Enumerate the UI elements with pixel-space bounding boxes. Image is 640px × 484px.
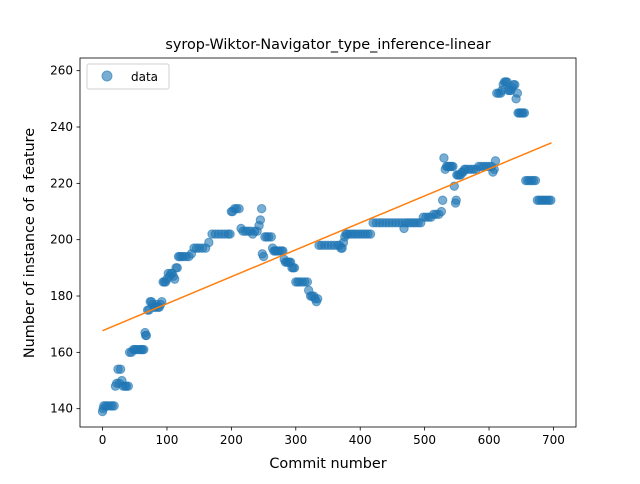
x-tick-label: 500 [413,433,436,447]
chart-title: syrop-Wiktor-Navigator_type_inference-li… [165,37,490,53]
x-axis-label: Commit number [269,456,386,472]
data-point [519,108,530,118]
data-point [510,80,520,90]
data-point [225,229,235,239]
data-point [289,263,300,273]
data-point [437,195,448,205]
data-point [115,364,126,374]
plot-area [79,57,577,428]
data-point [512,88,523,98]
data-point [436,206,447,217]
data-point [365,229,376,239]
data-point [139,344,149,355]
data-point [451,195,461,205]
y-tick-label: 240 [50,120,73,134]
y-axis-label: Number of instance of a feature [22,128,38,358]
data-point [109,401,119,411]
data-point [204,237,214,248]
y-tick-label: 260 [50,64,73,78]
x-axis: 0 100 200 300 400 500 600 700 [99,427,565,447]
y-tick-label: 200 [50,233,73,247]
legend: data [86,63,170,90]
x-tick-label: 0 [99,433,107,447]
data-point [258,251,269,262]
y-tick-label: 140 [50,402,73,416]
data-point [490,156,501,166]
data-point [234,203,244,214]
data-point [546,195,556,205]
legend-marker [101,70,113,82]
x-tick-label: 200 [220,433,243,447]
x-tick-label: 700 [542,433,565,447]
data-point [439,153,449,163]
x-tick-label: 600 [478,433,501,447]
x-tick-label: 400 [349,433,372,447]
data-point [172,263,182,273]
data-point [123,381,134,391]
data-point [169,274,180,284]
data-point [266,232,277,242]
y-axis: 140 160 180 200 220 240 260 [50,64,80,416]
y-tick-label: 160 [50,345,73,359]
x-tick-label: 300 [284,433,307,447]
data-point [256,203,267,214]
y-tick-label: 220 [50,176,73,190]
y-tick-label: 180 [50,289,73,303]
x-tick-label: 100 [156,433,179,447]
data-point [255,215,266,225]
legend-frame [86,63,170,90]
data-point [448,161,458,172]
axes-frame [79,57,577,428]
data-point [312,294,323,304]
data-point [141,330,152,341]
legend-label: data [131,70,158,84]
fit-line [102,142,552,332]
data-point [530,175,541,186]
data-point [302,277,313,287]
